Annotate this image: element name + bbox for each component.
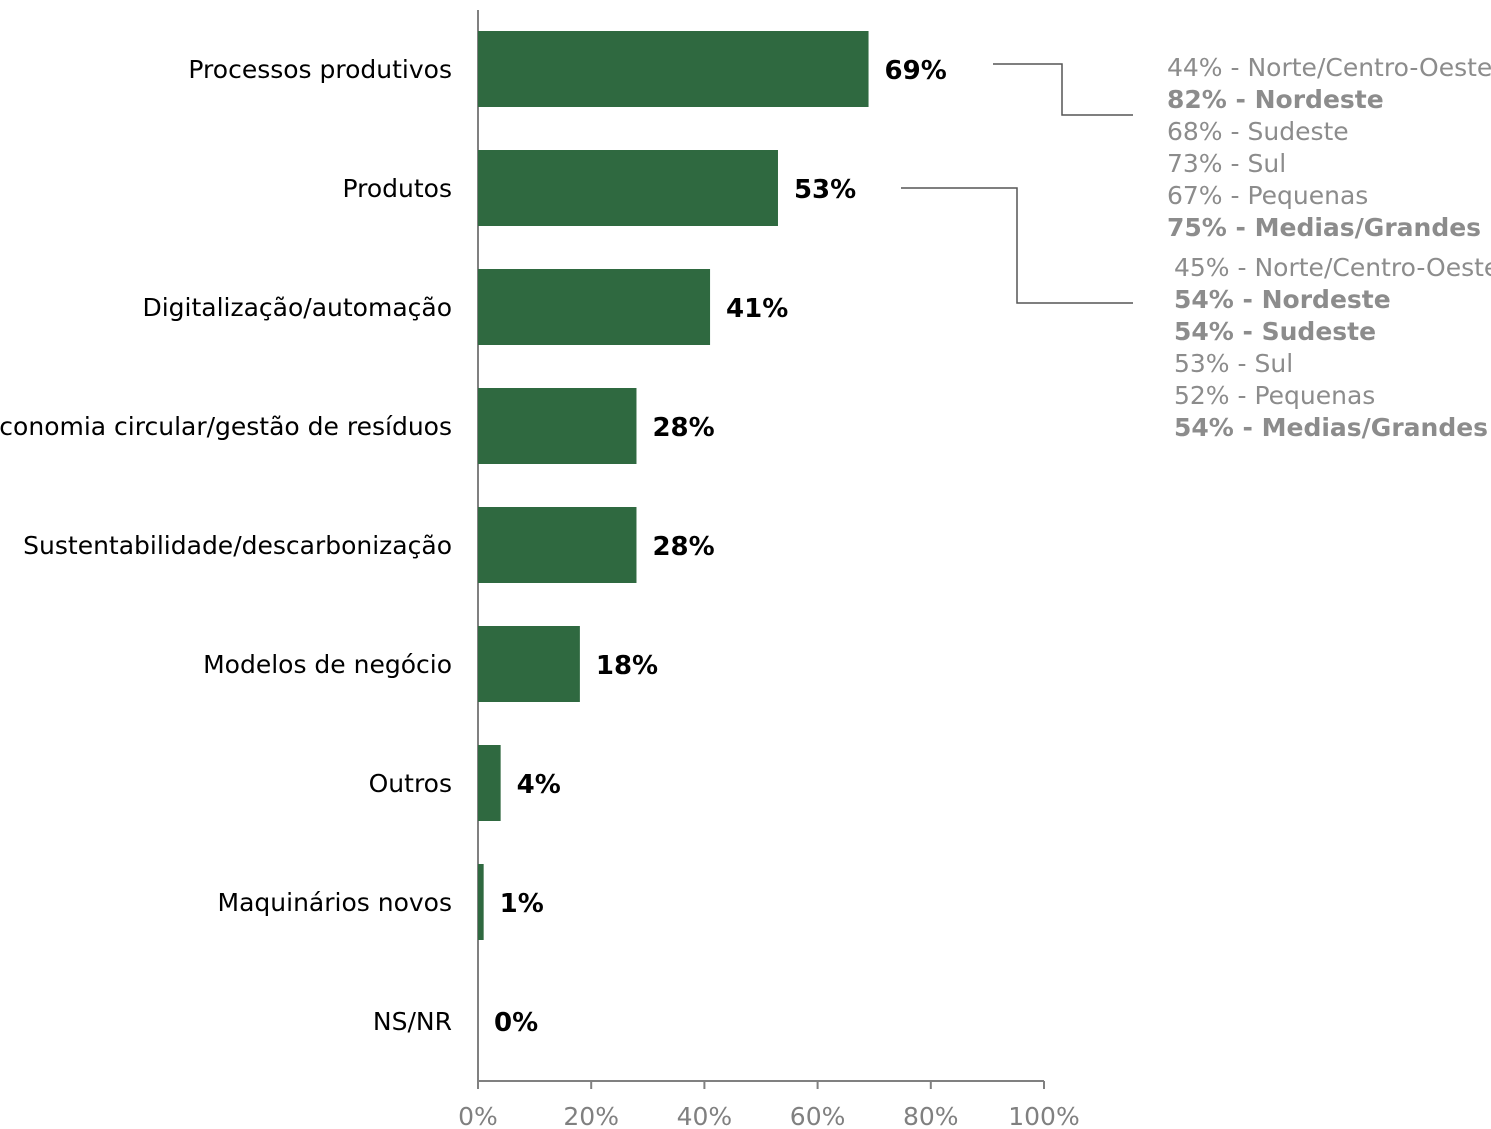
x-tick-label: 20%	[563, 1102, 619, 1129]
value-label: 28%	[652, 413, 714, 443]
x-tick-label: 100%	[1008, 1102, 1079, 1129]
category-label: Outros	[369, 769, 452, 798]
bar	[478, 507, 637, 583]
annotation-line: 68% - Sudeste	[1167, 117, 1349, 146]
annotation-connector	[993, 63, 1133, 116]
x-tick-label: 60%	[790, 1102, 846, 1129]
bar	[478, 864, 484, 940]
category-label: Maquinários novos	[218, 888, 452, 917]
category-label: NS/NR	[373, 1007, 452, 1036]
annotation-line: 52% - Pequenas	[1174, 381, 1376, 410]
annotation-line: 54% - Sudeste	[1174, 317, 1377, 346]
x-tick-label: 40%	[677, 1102, 733, 1129]
value-label: 1%	[500, 889, 544, 919]
x-tick-label: 80%	[903, 1102, 959, 1129]
bar	[478, 745, 501, 821]
annotation-processos-produtivos: 44% - Norte/Centro-Oeste 82% - Nordeste 68…	[1167, 52, 1491, 244]
annotation-line: 54% - Nordeste	[1174, 285, 1391, 314]
annotation-line: 73% - Sul	[1167, 149, 1287, 178]
x-tick-label: 0%	[458, 1102, 498, 1129]
value-label: 4%	[517, 770, 561, 800]
value-label: 0%	[494, 1008, 538, 1038]
value-label: 18%	[596, 651, 658, 681]
annotation-line: 44% - Norte/Centro-Oeste	[1167, 53, 1491, 82]
annotation-line: 75% - Medias/Grandes	[1167, 213, 1482, 242]
bar	[478, 626, 580, 702]
category-label: Digitalização/automação	[142, 293, 452, 322]
annotation-connector	[901, 187, 1133, 304]
category-label: Modelos de negócio	[203, 650, 452, 679]
category-label: Sustentabilidade/descarbonização	[23, 531, 452, 560]
bar	[478, 150, 778, 226]
annotation-line: 45% - Norte/Centro-Oeste	[1174, 253, 1491, 282]
annotation-line: 53% - Sul	[1174, 349, 1294, 378]
value-label: 53%	[794, 175, 856, 205]
category-label: Economia circular/gestão de resíduos	[0, 412, 452, 441]
bar	[478, 269, 711, 345]
annotation-line: 54% - Medias/Grandes	[1174, 413, 1489, 442]
value-label: 41%	[726, 294, 788, 324]
annotation-produtos: 45% - Norte/Centro-Oeste 54% - Nordeste 54…	[1174, 252, 1491, 444]
category-label: Produtos	[343, 174, 453, 203]
value-label: 69%	[885, 56, 947, 86]
category-label: Processos produtivos	[188, 55, 452, 84]
value-label: 28%	[652, 532, 714, 562]
annotation-line: 82% - Nordeste	[1167, 85, 1384, 114]
annotation-line: 67% - Pequenas	[1167, 181, 1369, 210]
bar	[478, 31, 869, 107]
bar	[478, 388, 637, 464]
